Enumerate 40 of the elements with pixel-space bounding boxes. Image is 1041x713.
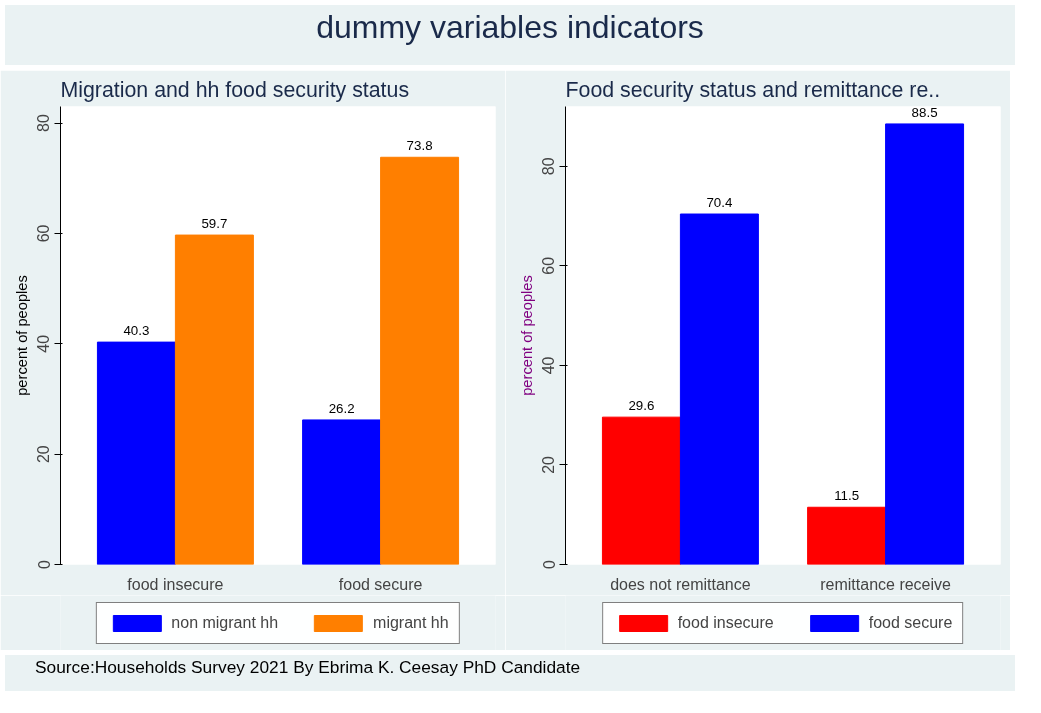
bar — [807, 506, 887, 565]
bar — [601, 416, 681, 565]
data-label: 73.8 — [406, 138, 433, 154]
x-tick-label: food insecure — [127, 575, 224, 593]
y-tick-label: 80 — [540, 157, 558, 176]
y-tick-label: 60 — [540, 256, 558, 275]
data-label: 26.2 — [328, 401, 355, 417]
bar — [174, 234, 254, 565]
y-tick-label: 60 — [35, 224, 53, 243]
data-label: 40.3 — [123, 323, 150, 339]
bar — [885, 123, 965, 565]
x-tick-label: does not remittance — [610, 575, 751, 593]
data-label: 59.7 — [201, 216, 228, 232]
chart-title: Migration and hh food security status — [60, 77, 410, 102]
y-axis-title: percent of peoples — [13, 275, 30, 396]
chart-title: Food security status and remittance re.. — [565, 77, 941, 102]
y-tick-label: 40 — [35, 334, 53, 353]
y-axis-title: percent of peoples — [518, 275, 535, 396]
bar — [302, 419, 382, 565]
legend-label: migrant hh — [373, 613, 449, 632]
data-label: 11.5 — [834, 488, 860, 504]
text: dummy variables indicators — [316, 8, 704, 47]
legend-label: non migrant hh — [171, 613, 279, 632]
legend-label: food insecure — [677, 613, 774, 632]
data-label: 88.5 — [911, 105, 938, 121]
y-tick-label: 0 — [35, 559, 53, 569]
bar — [679, 213, 759, 565]
bar — [96, 341, 176, 565]
y-tick-label: 40 — [540, 356, 558, 375]
legend-label: food secure — [868, 613, 953, 632]
y-tick-label: 0 — [540, 559, 558, 569]
bar — [380, 156, 460, 565]
source-note: Source:Households Survey 2021 By Ebrima K. Ceesay PhD Candidate — [35, 656, 581, 679]
x-tick-label: remittance receive — [820, 575, 952, 593]
y-tick-label: 20 — [35, 445, 53, 464]
y-tick-label: 20 — [540, 455, 558, 474]
y-tick-label: 80 — [35, 114, 53, 132]
data-label: 29.6 — [628, 398, 655, 414]
x-tick-label: food secure — [338, 575, 423, 593]
data-label: 70.4 — [706, 195, 733, 211]
